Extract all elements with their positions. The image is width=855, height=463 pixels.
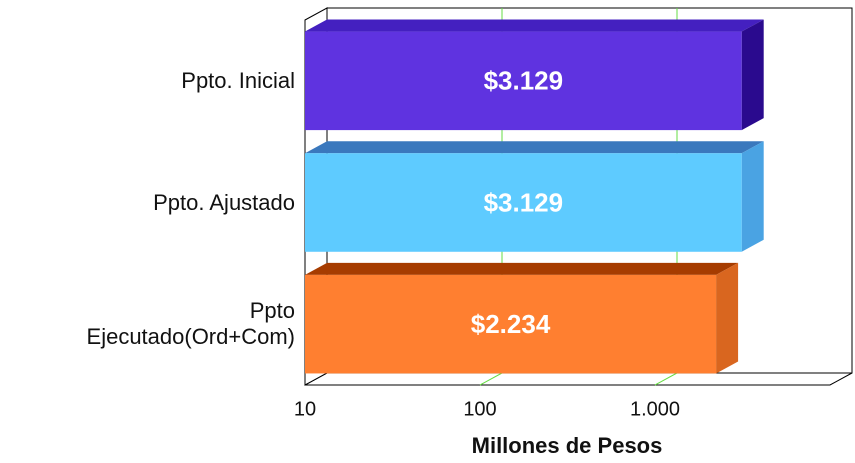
x-tick-label: 100 [463,398,496,420]
floor [304,372,853,386]
grid-line [654,372,678,386]
bar [305,274,717,374]
bar-top [305,19,764,32]
x-tick-label: 10 [294,398,316,420]
value-label: $3.129 [484,66,564,96]
value-label: $2.234 [471,309,551,339]
x-tick-label: 1.000 [630,398,680,420]
bar-side [741,141,764,252]
category-label: Ppto. Ajustado [153,189,295,215]
bar [305,153,742,252]
bar-top [305,262,739,275]
category-label: Ppto. Inicial [181,67,295,93]
x-axis-label: Millones de Pesos [472,433,663,458]
bar-side [716,262,739,374]
category-label: Ppto Ejecutado(Ord+Com) [86,298,295,350]
value-label: $3.129 [484,187,564,217]
bar-top [305,141,764,154]
bar-side [741,19,764,131]
grid-line [479,372,503,386]
bar [305,31,742,131]
